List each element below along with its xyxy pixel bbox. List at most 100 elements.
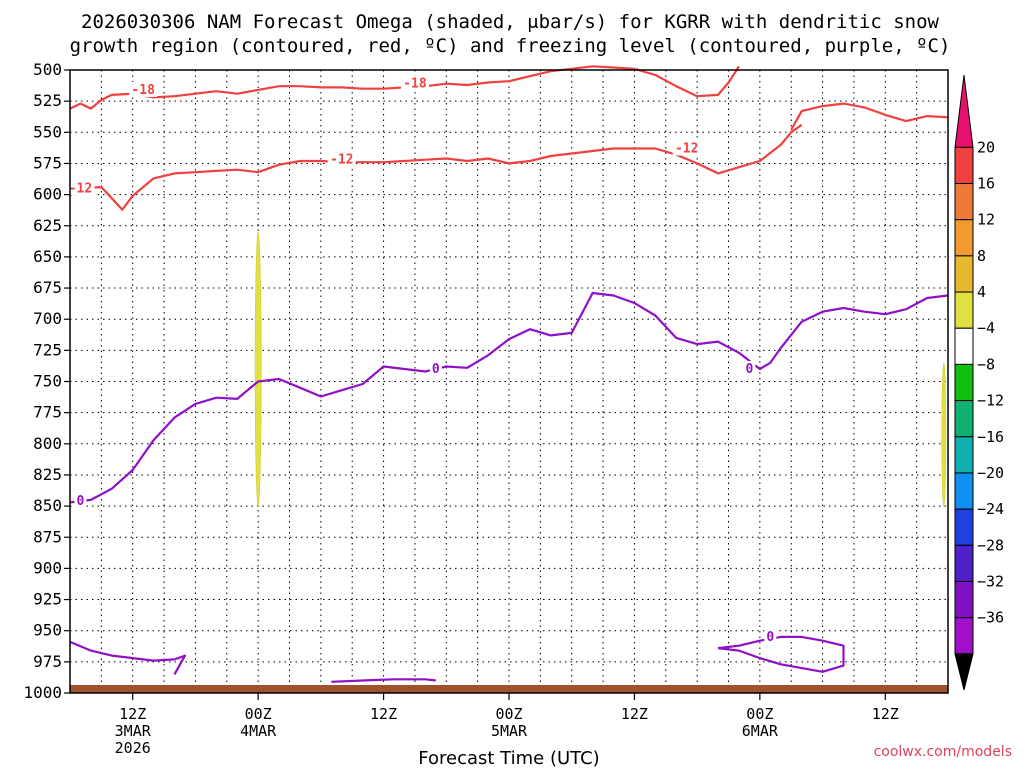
colorbar-label: −24	[977, 500, 1004, 518]
colorbar-band	[954, 291, 974, 329]
colorbar-band	[954, 363, 974, 402]
x-tick-label: 12Z	[370, 705, 397, 723]
contour-label-bg	[743, 361, 756, 377]
contour-12	[69, 123, 803, 211]
y-tick-label: 950	[33, 621, 62, 640]
colorbar-label: −8	[977, 355, 995, 373]
credit-link[interactable]: coolwx.com/models	[874, 744, 1012, 760]
contour-label-bg	[327, 151, 356, 167]
x-tick-label: 5MAR	[491, 722, 528, 740]
contour-label: -12	[675, 141, 698, 156]
contour-label-bg	[429, 361, 442, 377]
x-tick-label: 12Z	[119, 705, 146, 723]
y-tick-label: 550	[33, 122, 62, 141]
x-tick-label: 12Z	[621, 705, 648, 723]
y-tick-label: 650	[33, 247, 62, 266]
colorbar-label: 16	[977, 175, 995, 193]
x-tick-label: 00Z	[245, 705, 272, 723]
colorbar-label: −12	[977, 392, 1004, 410]
colorbar-label: −36	[977, 609, 1004, 627]
colorbar-label: −4	[977, 319, 995, 337]
contour-label: 0	[766, 630, 774, 645]
colorbar-top-arrow	[954, 74, 974, 148]
y-tick-label: 975	[33, 652, 62, 671]
colorbar-band	[954, 255, 974, 293]
y-axis-ticks: 500 525 550 575 600 625 650 675 700 725 750 775 800 8…	[23, 60, 70, 702]
contour-0low	[331, 678, 436, 683]
chart-title-line-2: growth region (contoured, red, ºC) and f…	[70, 35, 951, 57]
contour-label: -12	[330, 153, 353, 168]
contour-label-bg	[672, 140, 701, 156]
colorbar-label: 8	[977, 247, 986, 265]
contour-label: -18	[131, 83, 155, 98]
contour-label-bg	[129, 81, 158, 97]
colorbar-band	[954, 436, 974, 474]
contour-0	[69, 291, 949, 504]
y-tick-label: 750	[33, 372, 62, 391]
contour-label-bg	[400, 75, 429, 91]
x-tick-label: 3MAR	[115, 722, 152, 740]
contour-label: 0	[77, 494, 85, 509]
terrain-surface	[70, 685, 948, 693]
colorbar-band	[954, 400, 974, 438]
contour-label: -18	[403, 77, 427, 92]
contour-18	[790, 102, 949, 131]
colorbar-band	[954, 219, 974, 257]
colorbar-bottom-arrow	[954, 653, 974, 691]
colorbar: 20 16 12 8 4 −4 −8 −12 −16 −20 −24 −28 −32 −36	[954, 74, 1004, 691]
colorbar-label: −16	[977, 428, 1004, 446]
y-tick-label: 850	[33, 496, 62, 515]
x-tick-label: 12Z	[872, 705, 899, 723]
y-tick-label: 825	[33, 465, 62, 484]
colorbar-label: −20	[977, 464, 1004, 482]
x-tick-label: 6MAR	[742, 722, 779, 740]
omega-shaded-area	[941, 362, 947, 507]
omega-shaded-area	[254, 231, 262, 507]
x-tick-label: 4MAR	[240, 722, 277, 740]
x-tick-label: 00Z	[495, 705, 522, 723]
contour-label-bg	[764, 628, 777, 644]
colorbar-band	[954, 580, 974, 619]
colorbar-band	[954, 508, 974, 546]
colorbar-label: −28	[977, 536, 1004, 554]
y-tick-label: 525	[33, 91, 62, 110]
contour-label: 0	[432, 362, 440, 377]
colorbar-band	[954, 146, 974, 185]
y-tick-label: 1000	[23, 683, 62, 702]
contour-label: 0	[745, 362, 753, 377]
colorbar-band	[954, 327, 974, 365]
colorbar-label: 12	[977, 211, 995, 229]
y-tick-label: 925	[33, 590, 62, 609]
colorbar-band	[954, 544, 974, 582]
plot-grid	[70, 70, 948, 693]
y-tick-label: 700	[33, 309, 62, 328]
y-tick-label: 500	[33, 60, 62, 79]
y-tick-label: 800	[33, 434, 62, 453]
contour-0lobe	[717, 635, 845, 673]
x-tick-label: 2026	[115, 739, 151, 757]
colorbar-label: 20	[977, 138, 995, 156]
y-tick-label: 775	[33, 403, 62, 422]
colorbar-band	[954, 617, 974, 655]
colorbar-band	[954, 183, 974, 221]
contour-label: -12	[69, 181, 92, 196]
contour-label-bg	[74, 493, 87, 509]
y-tick-label: 575	[33, 153, 62, 172]
y-tick-label: 725	[33, 340, 62, 359]
x-tick-label: 00Z	[746, 705, 773, 723]
y-tick-label: 675	[33, 278, 62, 297]
y-tick-label: 900	[33, 558, 62, 577]
y-tick-label: 625	[33, 216, 62, 235]
colorbar-label: −32	[977, 572, 1004, 590]
contour-label-bg	[66, 180, 95, 196]
colorbar-label: 4	[977, 283, 986, 301]
omega-shading	[254, 231, 947, 507]
contour-0surface	[69, 640, 187, 675]
y-tick-label: 875	[33, 527, 62, 546]
chart-title-line-1: 2026030306 NAM Forecast Omega (shaded, μ…	[81, 11, 939, 33]
contour-labels: -18 -18 -12 -12 -12 0 0 0 0	[66, 75, 777, 645]
x-axis-label: Forecast Time (UTC)	[418, 748, 599, 768]
ground-surface	[70, 685, 948, 693]
